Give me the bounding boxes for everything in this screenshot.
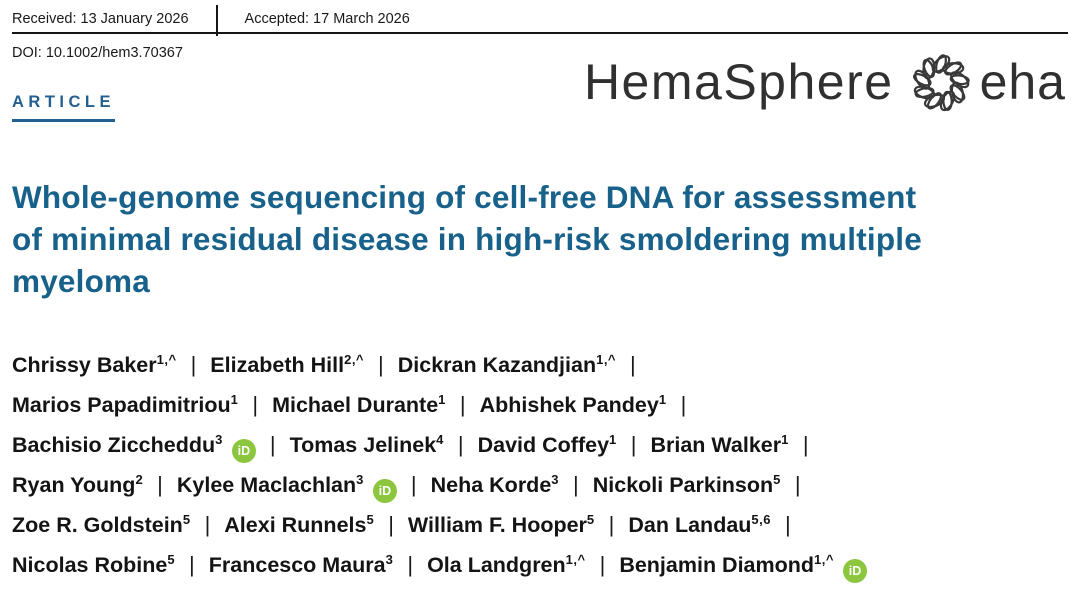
title-line-1: Whole-genome sequencing of cell-free DNA… (12, 179, 917, 215)
author-name: Dickran Kazandjian1,^ (397, 352, 617, 378)
author-separator: | (457, 432, 464, 458)
author-separator: | (794, 472, 801, 498)
author-affiliation-superscript: 1 (230, 392, 239, 407)
author-separator: | (599, 552, 606, 578)
author-affiliation-superscript: 1,^ (156, 352, 177, 367)
author-line: Chrissy Baker1,^ | Elizabeth Hill2,^ | Dickr… (12, 340, 1068, 380)
article-title: Whole-genome sequencing of cell-free DNA… (12, 176, 1068, 302)
journal-name: HemaSphere (583, 54, 894, 110)
author-name: Michael Durante1 (272, 392, 446, 418)
title-line-2: of minimal residual disease in high-risk… (12, 221, 922, 257)
author-separator: | (410, 472, 417, 498)
author-name: Zoe R. Goldstein5 (12, 512, 191, 538)
orcid-icon[interactable]: iD (842, 559, 867, 584)
doi-text: DOI: 10.1002/hem3.70367 (12, 45, 183, 61)
author-separator: | (407, 552, 414, 578)
author-affiliation-superscript: 5 (586, 512, 595, 527)
author-name: David Coffey1 (477, 432, 617, 458)
author-affiliation-superscript: 3 (356, 472, 364, 487)
author-separator: | (252, 392, 259, 418)
author-affiliation-superscript: 4 (436, 432, 444, 447)
author-affiliation-superscript: 3 (551, 472, 560, 487)
society-name: eha (979, 54, 1066, 110)
dates-divider (215, 5, 218, 36)
accepted-date: Accepted: 17 March 2026 (244, 11, 410, 27)
author-list: Chrissy Baker1,^ | Elizabeth Hill2,^ | Dickr… (12, 340, 1068, 584)
author-name: Alexi Runnels5 (224, 512, 375, 538)
author-name: Abhishek Pandey1 (479, 392, 667, 418)
author-affiliation-superscript: 1 (781, 432, 789, 447)
author-affiliation-superscript: 3 (385, 552, 394, 567)
author-affiliation-superscript: 5 (167, 552, 176, 567)
author-affiliation-superscript: 2 (135, 472, 144, 487)
author-separator: | (573, 472, 579, 498)
author-affiliation-superscript: 5,6 (751, 512, 771, 527)
dates-row: Received: 13 January 2026 Accepted: 17 M… (12, 0, 1068, 36)
author-name: Francesco Maura3 (208, 552, 394, 578)
author-line: Nicolas Robine5 | Francesco Maura3 | Ola Lan… (12, 540, 1068, 584)
author-affiliation-superscript: 1 (438, 392, 446, 407)
author-name: Dan Landau5,6 (628, 512, 771, 538)
author-name: Neha Korde3 (430, 472, 560, 498)
author-affiliation-superscript: 5 (773, 472, 781, 487)
author-affiliation-superscript: 1,^ (596, 352, 617, 367)
author-line: Ryan Young2 | Kylee Maclachlan3 iD | Neha Kor… (12, 460, 1068, 504)
author-line: Marios Papadimitriou1 | Michael Durante1 | A… (12, 380, 1068, 420)
author-line: Zoe R. Goldstein5 | Alexi Runnels5 | William… (12, 500, 1068, 540)
author-separator: | (630, 352, 636, 378)
author-name: Nickoli Parkinson5 (592, 472, 781, 498)
author-affiliation-superscript: 5 (366, 512, 375, 527)
author-separator: | (785, 512, 791, 538)
author-affiliation-superscript: 1,^ (565, 552, 586, 567)
author-name: Brian Walker1 (650, 432, 789, 458)
author-name: Nicolas Robine5 (12, 552, 176, 578)
author-separator: | (388, 512, 394, 538)
author-line: Bachisio Ziccheddu3 iD | Tomas Jelinek4 | Dav… (12, 420, 1068, 464)
author-name: Marios Papadimitriou1 (12, 392, 239, 418)
author-affiliation-superscript: 5 (182, 512, 191, 527)
author-affiliation-superscript: 3 (215, 432, 223, 447)
article-type-label: ARTICLE (12, 93, 115, 122)
author-name: Bachisio Ziccheddu3 (12, 432, 223, 458)
author-separator: | (378, 352, 384, 378)
orcid-icon[interactable]: iD (372, 479, 397, 504)
author-separator: | (190, 352, 197, 378)
author-separator: | (802, 432, 809, 458)
author-separator: | (157, 472, 163, 498)
title-line-3: myeloma (12, 263, 150, 299)
author-name: Ola Landgren1,^ (427, 552, 586, 578)
author-affiliation-superscript: 1 (609, 432, 617, 447)
author-separator: | (680, 392, 687, 418)
author-name: Tomas Jelinek4 (289, 432, 444, 458)
author-separator: | (189, 552, 195, 578)
author-separator: | (204, 512, 211, 538)
author-separator: | (269, 432, 276, 458)
author-separator: | (459, 392, 466, 418)
author-name: Ryan Young2 (12, 472, 144, 498)
eha-wreath-icon (912, 54, 970, 112)
author-name: Kylee Maclachlan3 (176, 472, 364, 498)
header-rule (12, 32, 1068, 34)
author-name: William F. Hooper5 (407, 512, 595, 538)
author-name: Benjamin Diamond1,^ (619, 552, 834, 578)
received-date: Received: 13 January 2026 (12, 11, 189, 27)
author-name: Elizabeth Hill2,^ (210, 352, 365, 378)
author-affiliation-superscript: 1,^ (814, 552, 834, 567)
journal-logo: HemaSphere eha (584, 50, 1066, 114)
author-affiliation-superscript: 2,^ (344, 352, 365, 367)
author-separator: | (630, 432, 637, 458)
author-affiliation-superscript: 1 (658, 392, 667, 407)
author-name: Chrissy Baker1,^ (12, 352, 177, 378)
author-separator: | (608, 512, 615, 538)
orcid-icon[interactable]: iD (231, 439, 256, 464)
